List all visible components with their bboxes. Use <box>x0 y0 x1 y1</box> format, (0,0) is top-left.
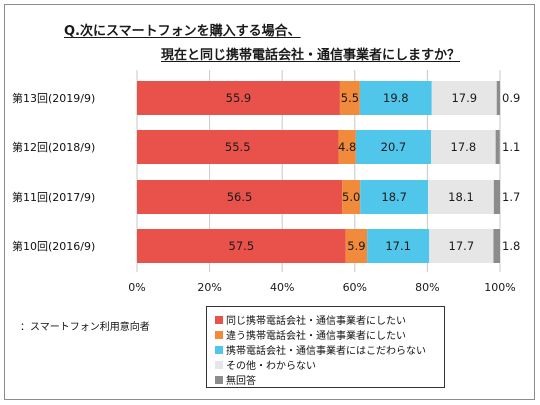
legend-label: 無回答 <box>226 376 256 387</box>
x-tick-label: 0% <box>128 281 145 294</box>
bar-value-label: 17.7 <box>449 239 475 253</box>
x-tick-label: 20% <box>197 281 221 294</box>
bar-value-label: 5.5 <box>341 91 359 105</box>
legend: 同じ携帯電話会社・通信事業者にしたい 違う携帯電話会社・通信事業者にしたい携帯電話… <box>206 306 445 388</box>
bar-segment <box>496 81 500 115</box>
bar-segment <box>428 180 494 214</box>
bar-value-label: 55.5 <box>225 140 251 154</box>
bar-value-label: 0.9 <box>502 91 520 105</box>
bar-value-label: 17.1 <box>385 239 411 253</box>
bar-segment <box>137 180 343 214</box>
bar-segment <box>345 229 368 263</box>
bar-segment <box>429 229 494 263</box>
x-tick-label: 40% <box>270 281 294 294</box>
bar-value-label: 1.8 <box>502 239 520 253</box>
bar-value-label: 5.0 <box>342 190 360 204</box>
bar-value-label: 19.8 <box>383 91 409 105</box>
chart-title-line-1: Q.次にスマートフォンを購入する場合、 <box>64 24 301 39</box>
category-label: 第10回(2016/9) <box>12 240 96 253</box>
legend-item: その他・わからない <box>215 357 316 372</box>
bar-segment <box>137 130 339 164</box>
legend-item: 携帯電話会社・通信事業者にはこだわらない <box>215 342 426 357</box>
legend-item: 違う携帯電話会社・通信事業者にしたい <box>215 327 406 342</box>
legend-label: 携帯電話会社・通信事業者にはこだわらない <box>226 346 426 357</box>
bar-value-label: 1.7 <box>502 190 520 204</box>
bar-segment <box>360 180 429 214</box>
legend-swatch <box>215 330 223 339</box>
bar-value-label: 56.5 <box>227 190 253 204</box>
legend-swatch <box>215 345 223 354</box>
bar-segment <box>338 130 356 164</box>
category-label: 第11回(2017/9) <box>12 191 96 204</box>
bar-value-label: 18.1 <box>448 190 474 204</box>
legend-swatch <box>215 360 223 369</box>
bar-segment <box>137 229 346 263</box>
bar-value-label: 55.9 <box>226 91 252 105</box>
bar-segment <box>339 81 360 115</box>
bar-segment <box>359 81 432 115</box>
bar-segment <box>431 81 497 115</box>
bar-segment <box>367 229 430 263</box>
bar-segment <box>431 130 496 164</box>
legend-swatch <box>215 315 223 324</box>
bar-segment <box>495 130 500 164</box>
x-tick-label: 60% <box>343 281 367 294</box>
bar-segment <box>493 229 500 263</box>
respondent-note: ：スマートフォン利用意向者 <box>20 322 150 333</box>
category-label: 第12回(2018/9) <box>12 141 96 154</box>
bar-value-label: 1.1 <box>502 140 520 154</box>
bar-value-label: 57.5 <box>229 239 255 253</box>
bar-value-label: 18.7 <box>381 190 407 204</box>
category-label: 第13回(2019/9) <box>12 92 96 105</box>
bar-value-label: 5.9 <box>347 239 365 253</box>
legend-swatch <box>215 375 223 384</box>
bar-value-label: 17.9 <box>451 91 477 105</box>
bar-segment <box>342 180 361 214</box>
bar-value-label: 20.7 <box>381 140 407 154</box>
legend-label: その他・わからない <box>226 361 316 372</box>
bar-value-label: 17.8 <box>451 140 477 154</box>
legend-label: 違う携帯電話会社・通信事業者にしたい <box>226 331 406 342</box>
chart-title-line-2: 現在と同じ携帯電話会社・通信事業者にしますか？ <box>161 48 461 63</box>
bar-segment <box>137 81 340 115</box>
bar-value-label: 4.8 <box>338 140 356 154</box>
x-tick-label: 80% <box>415 281 439 294</box>
legend-item: 同じ携帯電話会社・通信事業者にしたい <box>215 312 406 327</box>
x-tick-label: 100% <box>484 281 515 294</box>
bar-segment <box>493 180 500 214</box>
legend-label: 同じ携帯電話会社・通信事業者にしたい <box>226 316 406 327</box>
legend-item: 無回答 <box>215 372 256 387</box>
bar-segment <box>355 130 432 164</box>
